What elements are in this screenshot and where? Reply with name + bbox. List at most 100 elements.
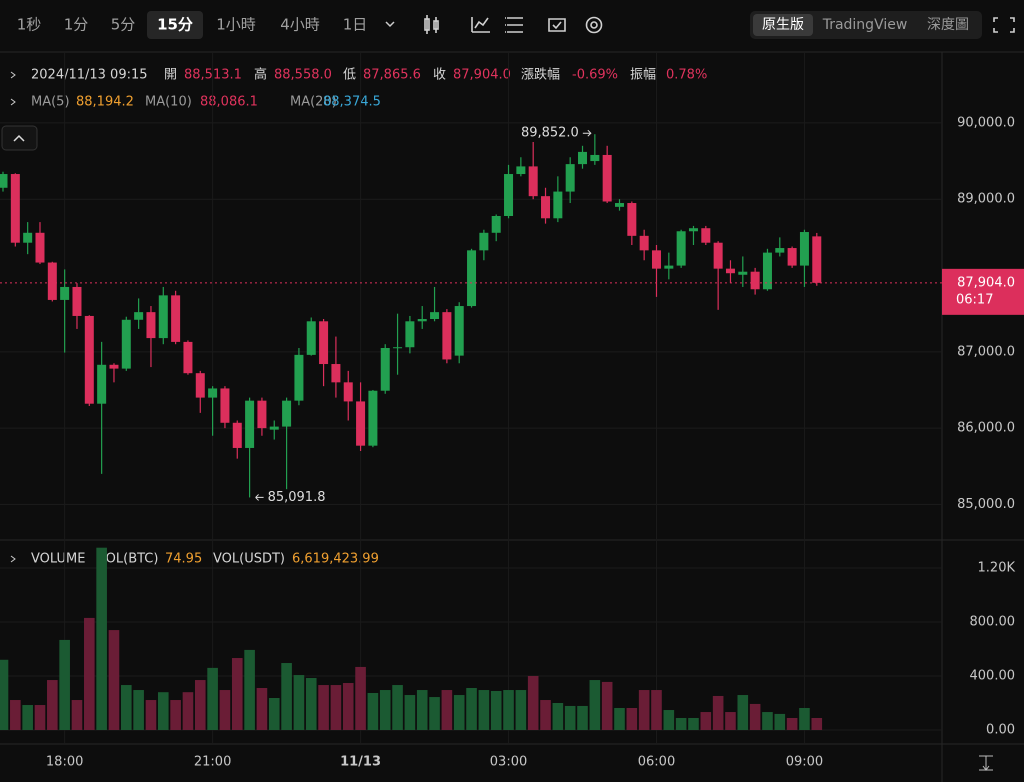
info-value: -0.69% bbox=[572, 68, 618, 83]
interval-button[interactable]: 15分 bbox=[157, 16, 193, 34]
x-tick-label: 21:00 bbox=[194, 755, 231, 770]
volume-bar bbox=[281, 663, 292, 730]
candle-body bbox=[775, 248, 785, 253]
candle-body bbox=[245, 400, 255, 448]
info-label: 振幅 bbox=[630, 68, 656, 83]
volume-bar bbox=[749, 703, 761, 730]
candle-body bbox=[257, 400, 267, 429]
volume-bar bbox=[466, 688, 477, 730]
candle-body bbox=[725, 268, 735, 274]
volume-bar bbox=[10, 700, 21, 730]
volume-bar bbox=[22, 705, 33, 730]
y-tick-label: 87,000.0 bbox=[957, 344, 1015, 359]
volume-bar bbox=[564, 705, 576, 730]
fullscreen-icon[interactable] bbox=[993, 17, 1015, 33]
candle-body bbox=[442, 312, 452, 360]
candle-body bbox=[590, 154, 600, 162]
high-arrow bbox=[582, 129, 592, 137]
active-interval-bg bbox=[147, 11, 203, 39]
volume-tick-label: 1.20K bbox=[978, 560, 1016, 575]
candle-body bbox=[701, 228, 711, 243]
candle-body bbox=[183, 341, 193, 374]
candle-body bbox=[331, 364, 341, 383]
candle-body bbox=[528, 166, 538, 197]
volume-bar bbox=[515, 690, 527, 730]
volume-bar bbox=[688, 717, 699, 730]
volume-bar bbox=[305, 678, 317, 730]
volume-bar bbox=[207, 667, 218, 730]
view-button[interactable]: 原生版 bbox=[762, 17, 804, 33]
volume-bar bbox=[133, 690, 144, 730]
volume-bar bbox=[638, 690, 650, 730]
volume-bar bbox=[404, 695, 416, 730]
legend-chevrons[interactable] bbox=[10, 71, 16, 563]
volume-bar bbox=[367, 693, 379, 730]
volume-bar bbox=[194, 680, 206, 730]
candle-body bbox=[195, 373, 205, 398]
scale-icon[interactable] bbox=[979, 755, 993, 771]
settings-icon[interactable] bbox=[585, 16, 603, 34]
volume-bar bbox=[355, 666, 366, 730]
volume-bar bbox=[34, 705, 46, 730]
volume-legend-value: 74.95 bbox=[165, 552, 202, 567]
info-label: 漲跌幅 bbox=[521, 67, 560, 83]
interval-button[interactable]: 4小時 bbox=[280, 16, 320, 34]
volume-bar bbox=[601, 681, 613, 730]
candle-body bbox=[812, 236, 822, 283]
ma-value: 88,086.1 bbox=[200, 95, 258, 110]
candle-body bbox=[578, 151, 588, 165]
candle-body bbox=[158, 295, 168, 339]
volume-bar bbox=[170, 700, 181, 730]
candle-body bbox=[541, 196, 551, 219]
ma-value: 88,194.2 bbox=[76, 95, 134, 110]
candle-body bbox=[368, 390, 378, 446]
drawing-icon[interactable] bbox=[505, 17, 523, 33]
volume-bar bbox=[429, 697, 440, 730]
interval-dropdown[interactable] bbox=[385, 21, 395, 28]
ma-name: MA(20) bbox=[290, 95, 337, 110]
interval-button[interactable]: 1秒 bbox=[17, 16, 42, 34]
compare-icon[interactable] bbox=[548, 18, 566, 32]
candle-body bbox=[393, 347, 403, 349]
x-tick-label: 06:00 bbox=[638, 755, 675, 770]
info-value: 87,904.0 bbox=[453, 68, 511, 83]
volume-bar bbox=[737, 695, 749, 730]
volume-bar bbox=[441, 690, 453, 730]
interval-button[interactable]: 1日 bbox=[343, 16, 368, 34]
candle-body bbox=[47, 262, 57, 300]
candle-body bbox=[356, 401, 366, 446]
x-tick-label: 03:00 bbox=[490, 755, 527, 770]
volume-bar bbox=[725, 712, 736, 730]
candle-type-icon[interactable] bbox=[424, 15, 439, 34]
volume-bar bbox=[157, 692, 169, 730]
info-label: 高 bbox=[254, 67, 267, 83]
candle-body bbox=[627, 203, 637, 236]
candle-body bbox=[109, 364, 119, 369]
candle-body bbox=[615, 203, 624, 207]
candle-body bbox=[405, 321, 415, 348]
interval-button[interactable]: 5分 bbox=[111, 16, 136, 34]
candle-body bbox=[220, 388, 230, 423]
volume-bar bbox=[589, 680, 601, 730]
interval-button[interactable]: 1小時 bbox=[216, 16, 256, 34]
volume-bar bbox=[342, 683, 354, 730]
volume-bar bbox=[256, 688, 268, 730]
volume-bar bbox=[84, 617, 95, 730]
volume-bar bbox=[379, 690, 391, 730]
candles bbox=[0, 134, 822, 498]
x-tick-label: 18:00 bbox=[46, 755, 83, 770]
low-annotation: 85,091.8 bbox=[268, 490, 326, 505]
interval-button[interactable]: 1分 bbox=[64, 16, 89, 34]
candle-body bbox=[380, 348, 390, 391]
view-button[interactable]: 深度圖 bbox=[927, 17, 969, 33]
indicator-icon[interactable] bbox=[471, 17, 490, 33]
view-button[interactable]: TradingView bbox=[822, 17, 908, 33]
ma-name: MA(10) bbox=[145, 95, 192, 110]
x-tick-label: 09:00 bbox=[786, 755, 823, 770]
collapse-button[interactable] bbox=[1, 125, 38, 151]
candle-body bbox=[84, 315, 94, 404]
volume-bar bbox=[527, 675, 539, 730]
volume-bar bbox=[762, 712, 773, 730]
volume-tick-label: 0.00 bbox=[986, 723, 1015, 738]
